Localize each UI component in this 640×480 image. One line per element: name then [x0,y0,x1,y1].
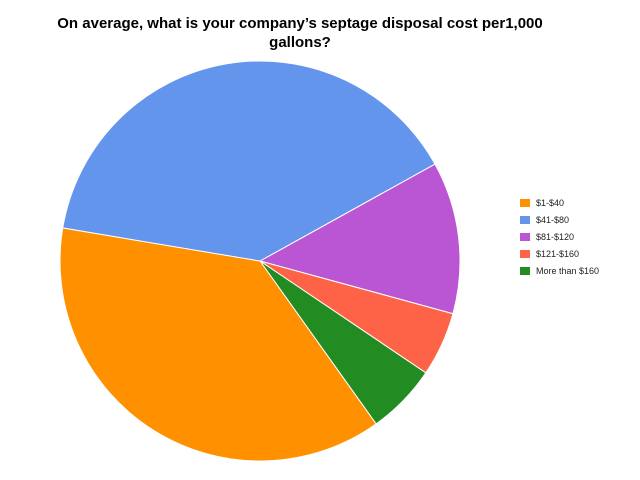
legend-item-1: $1-$40 [520,195,640,211]
legend-item-5: More than $160 [520,263,640,279]
legend-label: $1-$40 [536,198,565,208]
chart-title: On average, what is your company’s septa… [57,15,543,51]
pie-slice-2 [62,60,436,262]
legend-swatch [520,267,530,275]
legend-label: More than $160 [536,266,600,276]
legend-swatch [520,250,530,258]
legend-item-2: $41-$80 [520,212,640,228]
legend-label: $41-$80 [536,215,570,225]
legend-label: $81-$120 [536,232,575,242]
legend-swatch [520,216,530,224]
legend: $1-$40 $41-$80 $81-$120 $121-$160 More than … [520,195,640,280]
legend-item-4: $121-$160 [520,246,640,262]
pie-slice-1 [59,227,377,462]
pie-slice-3 [258,163,461,315]
legend-swatch [520,199,530,207]
legend-label: $121-$160 [536,249,580,259]
legend-item-3: $81-$120 [520,229,640,245]
legend-swatch [520,233,530,241]
